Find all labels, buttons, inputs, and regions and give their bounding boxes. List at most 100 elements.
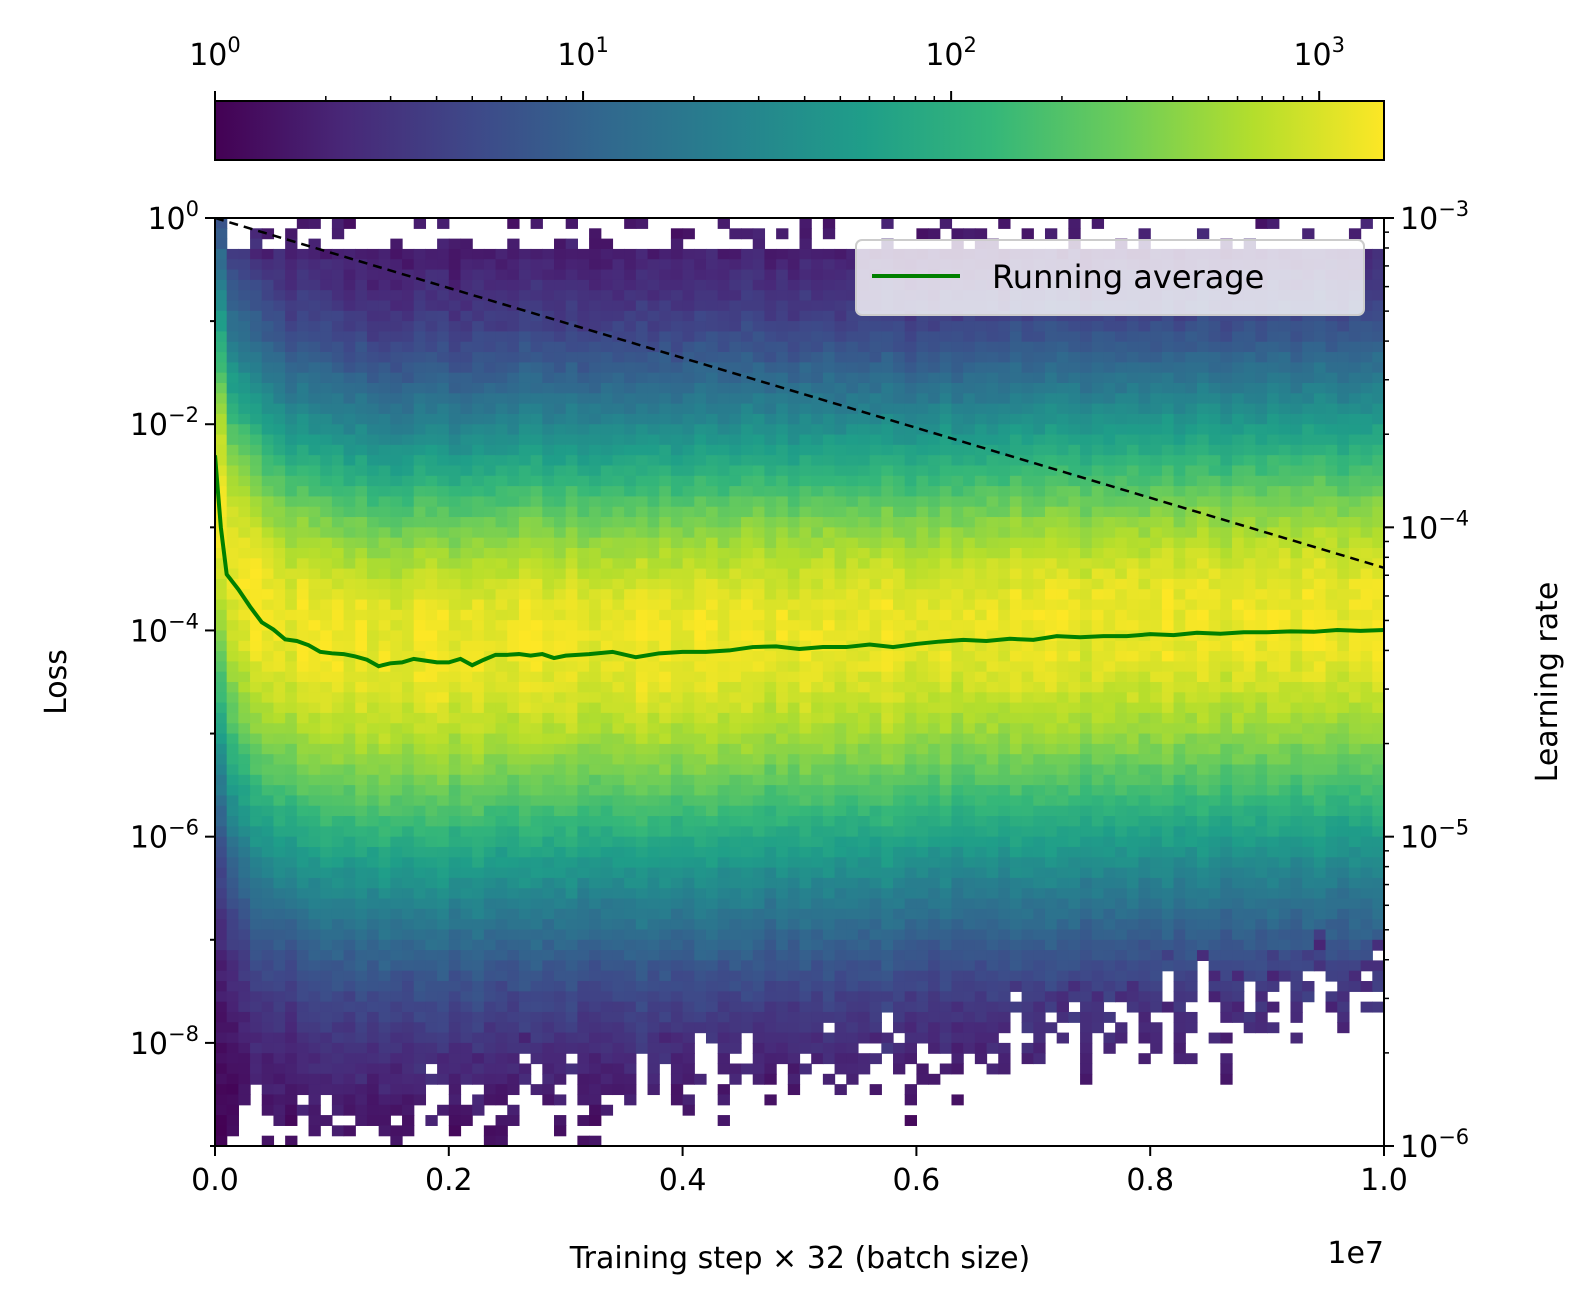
heatmap-cell (542, 331, 555, 343)
heatmap-cell (659, 1001, 672, 1013)
heatmap-cell (495, 661, 508, 673)
heatmap-cell (273, 558, 286, 570)
heatmap-cell (273, 578, 286, 590)
heatmap-cell (624, 578, 637, 590)
heatmap-cell (776, 486, 789, 497)
heatmap-cell (530, 1053, 543, 1065)
heatmap-cell (331, 465, 345, 477)
heatmap-cell (390, 1053, 403, 1065)
heatmap-cell (811, 331, 824, 343)
heatmap-cell (355, 970, 368, 982)
heatmap-cell (495, 341, 508, 353)
heatmap-cell (822, 465, 836, 477)
heatmap-cell (729, 764, 742, 776)
heatmap-cell (483, 785, 497, 797)
heatmap-cell (308, 527, 321, 539)
heatmap-cell (378, 279, 391, 291)
heatmap-cell (507, 444, 520, 456)
heatmap-cell (296, 816, 310, 827)
heatmap-cell (764, 919, 777, 931)
heatmap-cell (799, 578, 812, 590)
heatmap-cell (542, 1094, 555, 1106)
heatmap-cell (741, 403, 754, 415)
heatmap-cell (495, 599, 508, 611)
heatmap-cell (554, 877, 567, 889)
heatmap-cell (577, 300, 590, 312)
heatmap-cell (857, 826, 871, 838)
heatmap-cell (776, 496, 789, 508)
heatmap-cell (635, 321, 649, 333)
heatmap-cell (238, 846, 251, 858)
heatmap-cell (343, 578, 356, 590)
heatmap-cell (811, 929, 824, 941)
heatmap-cell (577, 908, 590, 920)
heatmap-cell (402, 537, 415, 549)
heatmap-cell (682, 795, 695, 807)
heatmap-cell (893, 939, 906, 951)
heatmap-cell (565, 620, 578, 632)
heatmap-cell (530, 1001, 543, 1013)
heatmap-cell (577, 269, 590, 281)
heatmap-cell (483, 434, 497, 446)
heatmap-cell (822, 331, 836, 343)
heatmap-cell (635, 960, 649, 972)
heatmap-cell (834, 527, 847, 539)
heatmap-cell (752, 300, 766, 312)
heatmap-cell (705, 671, 719, 683)
heatmap-cell (261, 1032, 275, 1044)
heatmap-cell (261, 259, 275, 271)
heatmap-cell (624, 764, 637, 776)
heatmap-cell (366, 269, 380, 281)
heatmap-cell (366, 527, 380, 539)
heatmap-cell (705, 527, 719, 539)
heatmap-cell (402, 640, 415, 652)
heatmap-cell (635, 475, 649, 487)
heatmap-cell (472, 558, 485, 570)
heatmap-cell (554, 403, 567, 415)
heatmap-cell (811, 475, 824, 487)
heatmap-cell (670, 1032, 684, 1044)
heatmap-cell (437, 578, 450, 590)
heatmap-cell (296, 898, 310, 910)
heatmap-cell (904, 785, 917, 797)
heatmap-cell (752, 547, 766, 559)
heatmap-cell (261, 362, 275, 374)
heatmap-cell (799, 774, 812, 786)
heatmap-cell (366, 558, 380, 570)
heatmap-cell (787, 826, 801, 838)
heatmap-cell (752, 1042, 766, 1054)
heatmap-cell (577, 888, 590, 900)
heatmap-cell (624, 1001, 637, 1013)
heatmap-cell (600, 290, 614, 302)
heatmap-cell (752, 517, 766, 528)
heatmap-cell (752, 558, 766, 570)
heatmap-cell (752, 785, 766, 797)
heatmap-cell (904, 382, 917, 394)
heatmap-cell (495, 1115, 508, 1126)
heatmap-cell (600, 630, 614, 642)
heatmap-cell (378, 816, 391, 827)
heatmap-cell (296, 1073, 310, 1085)
heatmap-cell (857, 310, 871, 322)
heatmap-cell (694, 846, 707, 858)
heatmap-cell (822, 269, 836, 281)
heatmap-cell (565, 527, 578, 539)
heatmap-cell (215, 1053, 228, 1065)
heatmap-cell (355, 960, 368, 972)
heatmap-cell (705, 682, 719, 693)
heatmap-cell (659, 455, 672, 467)
heatmap-cell (600, 888, 614, 900)
heatmap-cell (670, 785, 684, 797)
heatmap-cell (554, 475, 567, 487)
heatmap-cell (635, 506, 649, 518)
heatmap-cell (846, 826, 859, 838)
heatmap-cell (635, 898, 649, 910)
heatmap-cell (402, 939, 415, 951)
heatmap-cell (542, 1042, 555, 1054)
heatmap-cell (717, 393, 730, 405)
heatmap-cell (822, 723, 836, 735)
heatmap-cell (635, 279, 649, 291)
heatmap-cell (226, 898, 239, 910)
heatmap-cell (647, 558, 660, 570)
heatmap-cell (355, 455, 368, 467)
